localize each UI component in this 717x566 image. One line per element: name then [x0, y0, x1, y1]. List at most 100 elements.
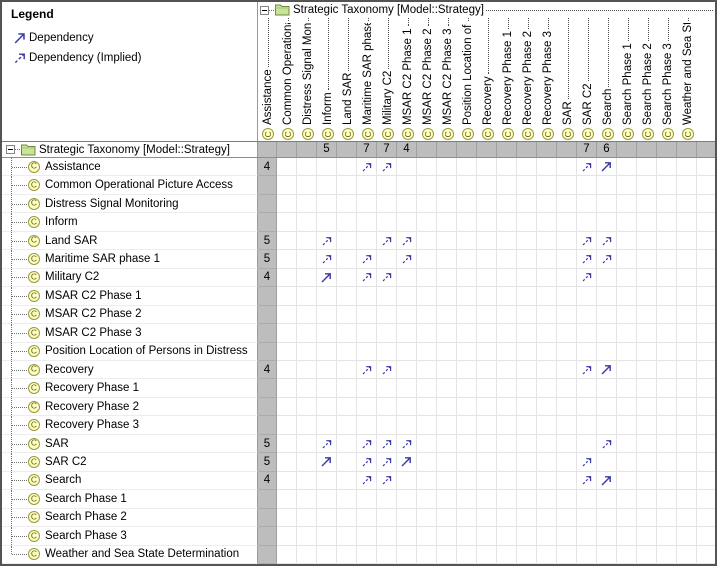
matrix-cell[interactable]	[657, 231, 677, 251]
row-label[interactable]: C Position Location of Persons in Distre…	[2, 342, 258, 361]
matrix-cell[interactable]	[357, 434, 377, 454]
matrix-cell[interactable]	[697, 490, 715, 509]
matrix-cell[interactable]	[337, 268, 357, 288]
matrix-cell[interactable]	[377, 158, 397, 177]
matrix-cell[interactable]	[457, 490, 477, 509]
matrix-cell[interactable]	[657, 379, 677, 398]
matrix-cell[interactable]	[537, 342, 557, 361]
matrix-cell[interactable]	[697, 250, 715, 269]
matrix-cell[interactable]	[397, 434, 417, 454]
matrix-cell[interactable]	[557, 416, 577, 435]
matrix-cell[interactable]	[557, 360, 577, 380]
matrix-cell[interactable]	[337, 545, 357, 564]
row-label[interactable]: C Recovery	[2, 360, 258, 380]
matrix-cell[interactable]	[517, 490, 537, 509]
matrix-cell[interactable]	[557, 508, 577, 528]
matrix-cell[interactable]	[657, 250, 677, 269]
matrix-cell[interactable]	[597, 508, 617, 528]
matrix-cell[interactable]	[637, 250, 657, 269]
matrix-cell[interactable]	[577, 471, 597, 491]
matrix-cell[interactable]	[297, 545, 317, 564]
matrix-cell[interactable]	[457, 397, 477, 417]
matrix-cell[interactable]	[637, 434, 657, 454]
matrix-cell[interactable]	[597, 158, 617, 177]
matrix-cell[interactable]	[357, 231, 377, 251]
matrix-cell[interactable]	[297, 416, 317, 435]
matrix-cell[interactable]	[657, 416, 677, 435]
matrix-cell[interactable]	[297, 213, 317, 232]
matrix-cell[interactable]	[617, 416, 637, 435]
matrix-cell[interactable]	[337, 305, 357, 325]
matrix-cell[interactable]	[577, 287, 597, 306]
matrix-cell[interactable]	[477, 453, 497, 472]
row-label[interactable]: C SAR	[2, 434, 258, 454]
column-header[interactable]: Position Location of Persons in Distress	[458, 18, 478, 127]
matrix-cell[interactable]	[417, 360, 437, 380]
matrix-cell[interactable]	[657, 508, 677, 528]
matrix-cell[interactable]	[637, 194, 657, 214]
matrix-cell[interactable]	[537, 194, 557, 214]
matrix-cell[interactable]	[317, 250, 337, 269]
matrix-cell[interactable]	[697, 305, 715, 325]
matrix-cell[interactable]	[437, 287, 457, 306]
row-label[interactable]: C Recovery Phase 3	[2, 416, 258, 435]
matrix-cell[interactable]	[517, 324, 537, 343]
matrix-cell[interactable]	[557, 250, 577, 269]
matrix-cell[interactable]	[297, 231, 317, 251]
matrix-cell[interactable]	[457, 213, 477, 232]
matrix-cell[interactable]	[377, 360, 397, 380]
matrix-cell[interactable]	[657, 287, 677, 306]
matrix-cell[interactable]	[417, 527, 437, 546]
matrix-cell[interactable]	[277, 508, 297, 528]
matrix-cell[interactable]	[597, 397, 617, 417]
matrix-cell[interactable]	[697, 471, 715, 491]
matrix-cell[interactable]	[357, 158, 377, 177]
matrix-cell[interactable]	[557, 268, 577, 288]
matrix-cell[interactable]	[617, 397, 637, 417]
matrix-cell[interactable]	[517, 471, 537, 491]
matrix-cell[interactable]	[357, 527, 377, 546]
matrix-cell[interactable]	[317, 360, 337, 380]
matrix-cell[interactable]	[357, 305, 377, 325]
column-header[interactable]: Search Phase 1	[618, 18, 638, 127]
row-label[interactable]: C Recovery Phase 2	[2, 397, 258, 417]
matrix-cell[interactable]	[297, 250, 317, 269]
matrix-cell[interactable]	[377, 287, 397, 306]
row-label[interactable]: C Assistance	[2, 158, 258, 177]
matrix-cell[interactable]	[557, 453, 577, 472]
matrix-cell[interactable]	[577, 416, 597, 435]
matrix-cell[interactable]	[497, 268, 517, 288]
matrix-cell[interactable]	[297, 158, 317, 177]
matrix-cell[interactable]	[317, 342, 337, 361]
column-header[interactable]: Assistance	[258, 18, 278, 127]
matrix-cell[interactable]	[697, 324, 715, 343]
matrix-cell[interactable]	[577, 434, 597, 454]
matrix-cell[interactable]	[397, 490, 417, 509]
row-label[interactable]: C Maritime SAR phase 1	[2, 250, 258, 269]
matrix-cell[interactable]	[537, 176, 557, 195]
matrix-cell[interactable]	[357, 268, 377, 288]
matrix-cell[interactable]	[577, 342, 597, 361]
matrix-cell[interactable]	[537, 545, 557, 564]
matrix-cell[interactable]	[297, 453, 317, 472]
matrix-cell[interactable]	[337, 176, 357, 195]
matrix-cell[interactable]	[277, 324, 297, 343]
matrix-cell[interactable]	[397, 194, 417, 214]
matrix-cell[interactable]	[477, 268, 497, 288]
matrix-cell[interactable]	[697, 379, 715, 398]
matrix-cell[interactable]	[497, 379, 517, 398]
column-header[interactable]: Weather and Sea State Determination	[678, 18, 698, 127]
matrix-cell[interactable]	[597, 287, 617, 306]
matrix-cell[interactable]	[477, 379, 497, 398]
matrix-cell[interactable]	[697, 158, 715, 177]
matrix-cell[interactable]	[317, 379, 337, 398]
matrix-cell[interactable]	[377, 397, 397, 417]
matrix-cell[interactable]	[477, 545, 497, 564]
matrix-cell[interactable]	[577, 194, 597, 214]
matrix-cell[interactable]	[597, 250, 617, 269]
column-header[interactable]: Recovery Phase 1	[498, 18, 518, 127]
matrix-cell[interactable]	[317, 453, 337, 472]
matrix-cell[interactable]	[557, 342, 577, 361]
matrix-cell[interactable]	[357, 397, 377, 417]
matrix-cell[interactable]	[517, 213, 537, 232]
